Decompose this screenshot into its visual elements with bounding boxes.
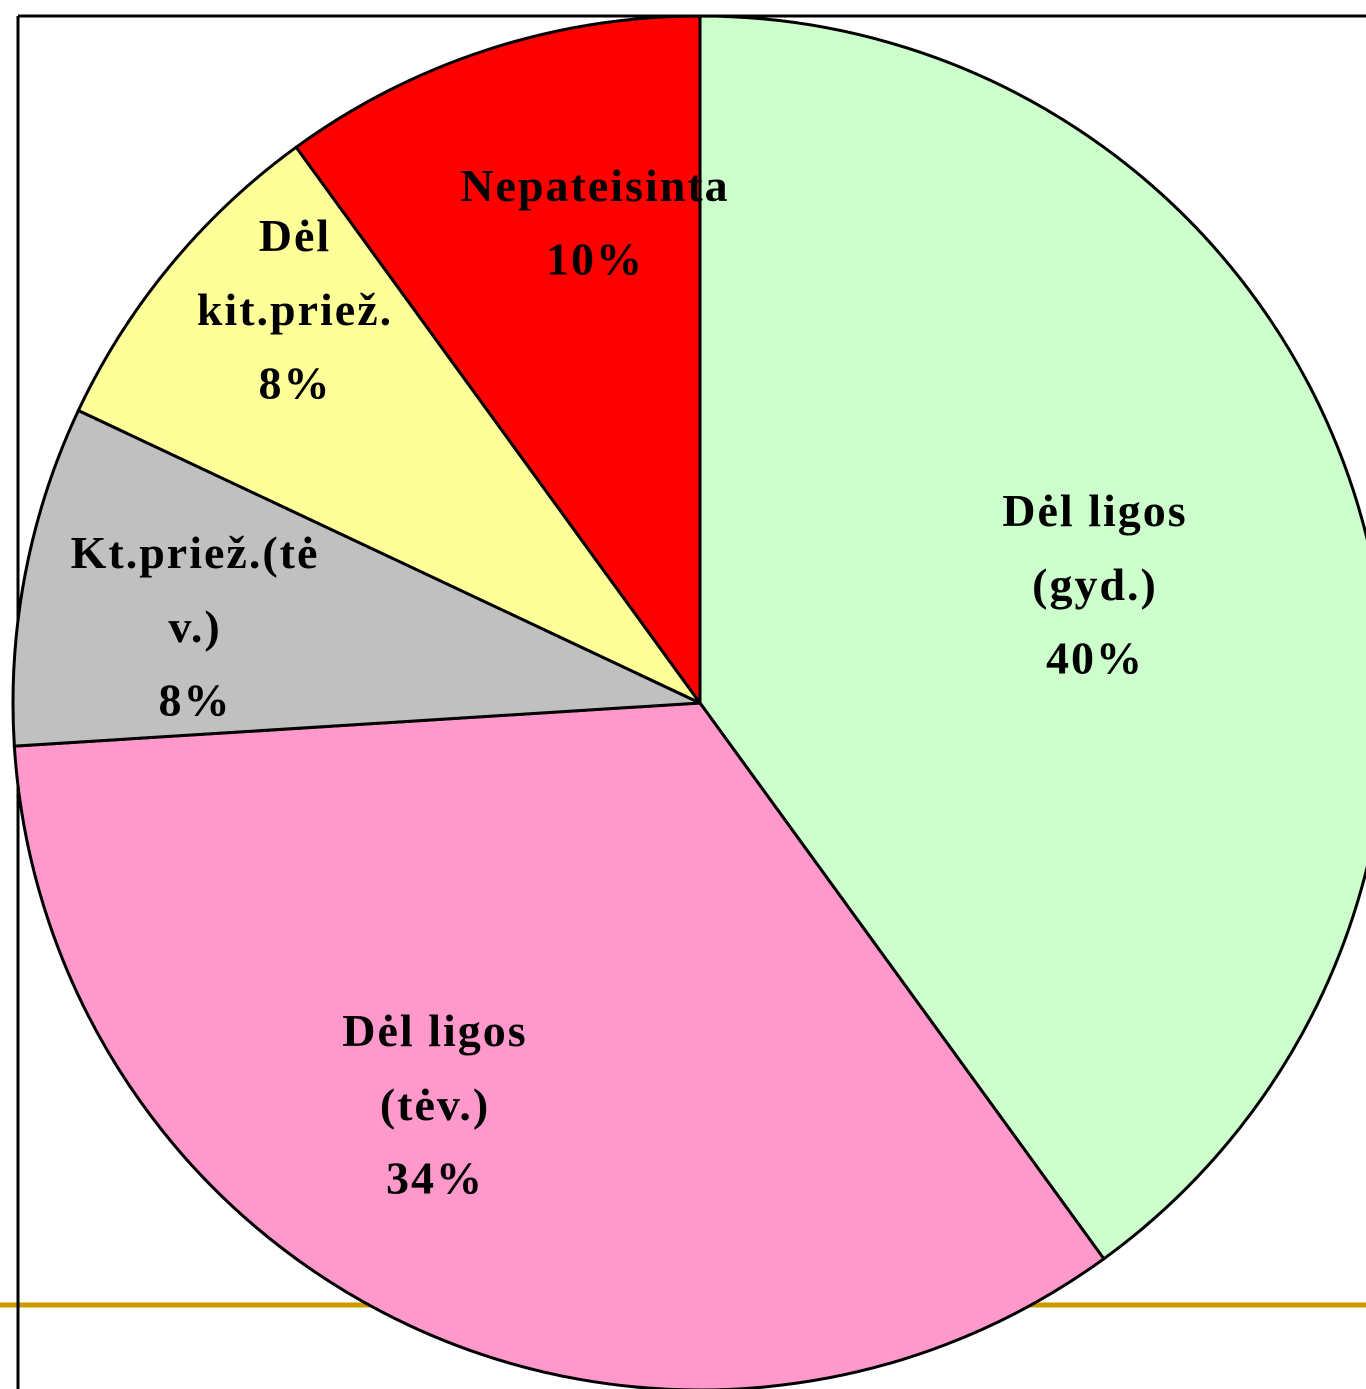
slice-value-label: 8% <box>159 675 232 726</box>
pie <box>11 14 1366 1389</box>
pie-slice <box>76 145 702 705</box>
slice-value-label: 40% <box>1046 633 1144 684</box>
slice-value-label: 8% <box>259 358 332 409</box>
slice-label: Nepateisinta <box>460 160 729 211</box>
slice-label: Dėl ligos (tėv.) <box>342 1005 527 1130</box>
pie-slice <box>12 701 1106 1389</box>
slice-value-label: 10% <box>546 234 644 285</box>
slice-label: Kt.priež.(tė v.) <box>71 527 320 652</box>
pie-labels: Dėl ligos (gyd.) 40% Dėl ligos (tėv.) 34% Kt.p… <box>71 160 1187 1204</box>
pie-slice <box>11 408 701 748</box>
slice-value-label: 34% <box>386 1153 484 1204</box>
slice-label: Dėl kit.priež. <box>197 210 393 335</box>
pie-slice <box>698 14 1366 1261</box>
pie-slice <box>294 14 702 708</box>
slice-label: Dėl ligos (gyd.) <box>1002 485 1187 610</box>
